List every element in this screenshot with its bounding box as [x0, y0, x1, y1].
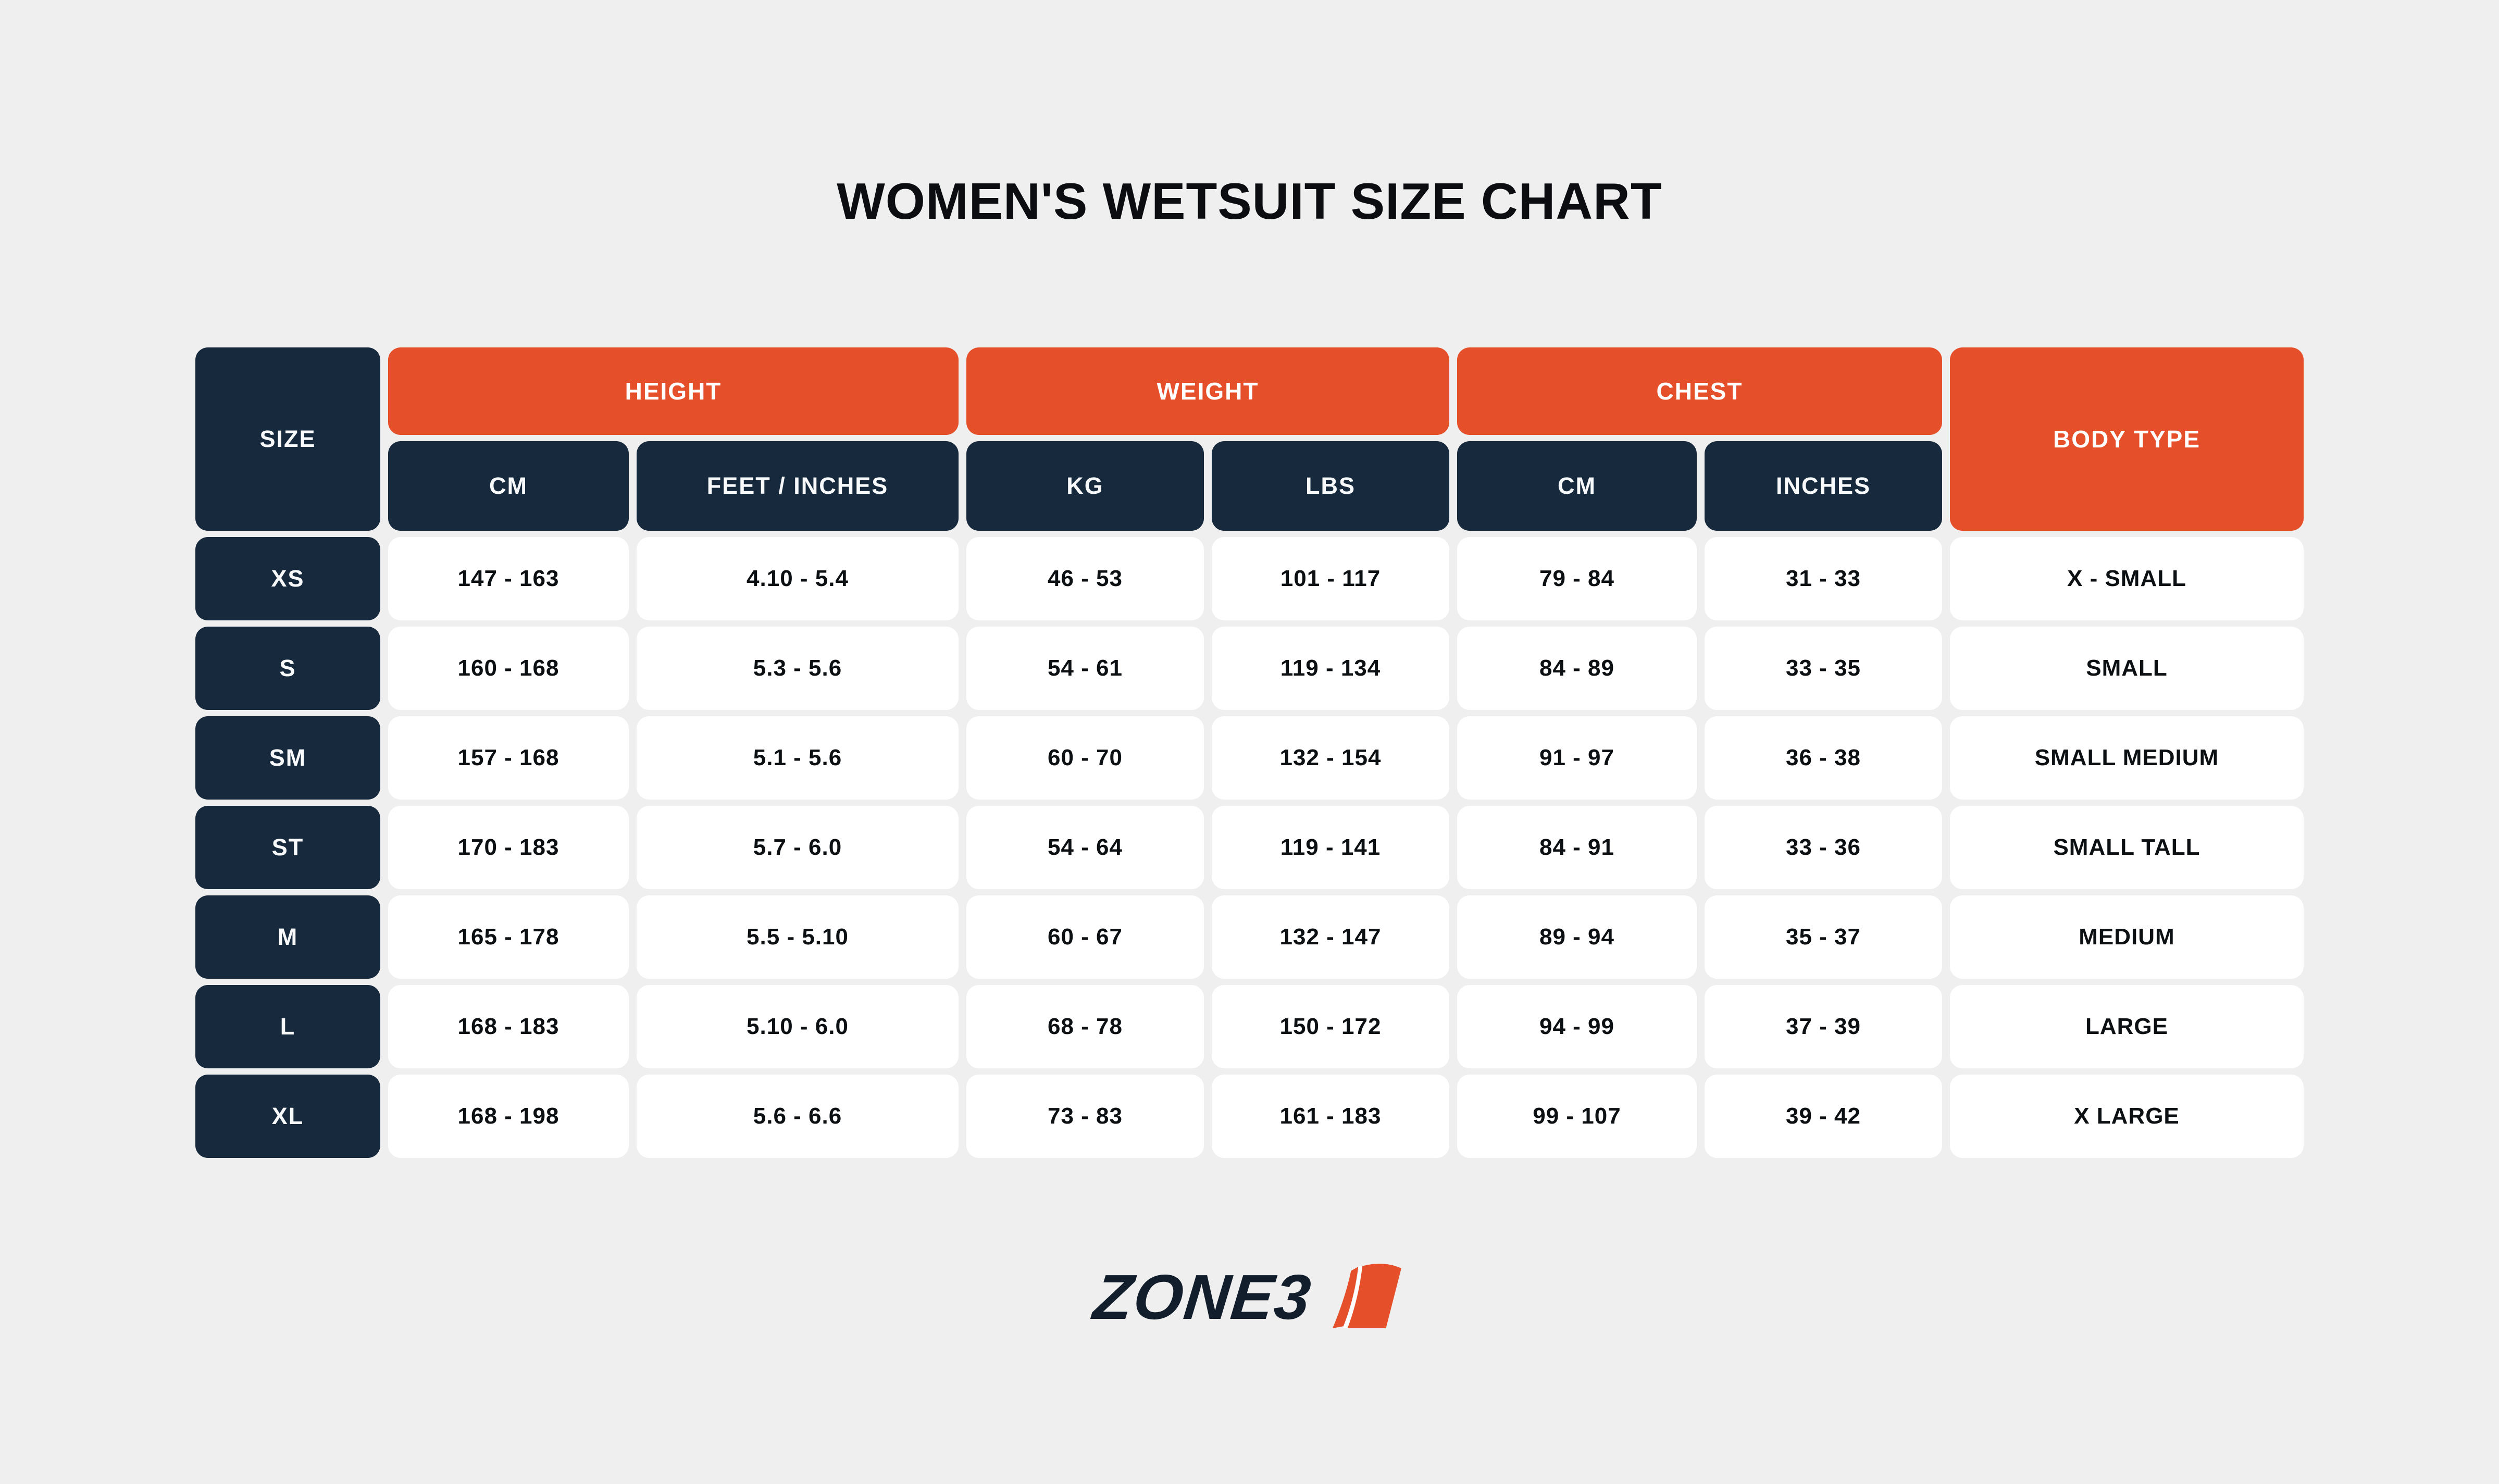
cell-m-height-cm: 165 - 178 [388, 895, 629, 979]
subheader-chest-inches: INCHES [1705, 441, 1942, 531]
cell-xs-height-ft: 4.10 - 5.4 [637, 537, 959, 620]
cell-xs-body-type: X - SMALL [1950, 537, 2304, 620]
cell-xs-weight-lbs: 101 - 117 [1212, 537, 1449, 620]
cell-m-chest-cm: 89 - 94 [1457, 895, 1697, 979]
cell-xl-weight-lbs: 161 - 183 [1212, 1075, 1449, 1158]
header-weight: WEIGHT [966, 347, 1449, 435]
cell-xl-height-cm: 168 - 198 [388, 1075, 629, 1158]
cell-xl-weight-kg: 73 - 83 [966, 1075, 1204, 1158]
size-badge-xs: XS [195, 537, 380, 620]
cell-m-weight-kg: 60 - 67 [966, 895, 1204, 979]
subheader-height-cm: CM [388, 441, 629, 531]
cell-m-height-ft: 5.5 - 5.10 [637, 895, 959, 979]
cell-xs-chest-cm: 79 - 84 [1457, 537, 1697, 620]
zone3-logo-text: ZONE3 [1090, 1262, 1315, 1332]
cell-l-weight-lbs: 150 - 172 [1212, 985, 1449, 1068]
cell-l-height-ft: 5.10 - 6.0 [637, 985, 959, 1068]
cell-s-weight-lbs: 119 - 134 [1212, 627, 1449, 710]
cell-st-height-ft: 5.7 - 6.0 [637, 806, 959, 889]
subheader-height-feet-inches: FEET / INCHES [637, 441, 959, 531]
cell-m-chest-in: 35 - 37 [1705, 895, 1942, 979]
cell-l-weight-kg: 68 - 78 [966, 985, 1204, 1068]
page-title: WOMEN'S WETSUIT SIZE CHART [837, 172, 1662, 230]
cell-m-weight-lbs: 132 - 147 [1212, 895, 1449, 979]
cell-xl-chest-in: 39 - 42 [1705, 1075, 1942, 1158]
header-body-type: BODY TYPE [1950, 347, 2304, 531]
size-chart-table: SIZE HEIGHT WEIGHT CHEST BODY TYPE CM FE… [195, 347, 2304, 1158]
cell-s-height-ft: 5.3 - 5.6 [637, 627, 959, 710]
cell-st-body-type: SMALL TALL [1950, 806, 2304, 889]
subheader-weight-lbs: LBS [1212, 441, 1449, 531]
subheader-weight-kg: KG [966, 441, 1204, 531]
cell-sm-height-cm: 157 - 168 [388, 716, 629, 800]
cell-sm-weight-lbs: 132 - 154 [1212, 716, 1449, 800]
cell-s-height-cm: 160 - 168 [388, 627, 629, 710]
header-height: HEIGHT [388, 347, 959, 435]
cell-s-body-type: SMALL [1950, 627, 2304, 710]
cell-xs-height-cm: 147 - 163 [388, 537, 629, 620]
cell-xl-body-type: X LARGE [1950, 1075, 2304, 1158]
size-badge-m: M [195, 895, 380, 979]
zone3-logo-icon [1332, 1264, 1401, 1329]
size-badge-st: ST [195, 806, 380, 889]
cell-l-height-cm: 168 - 183 [388, 985, 629, 1068]
cell-sm-height-ft: 5.1 - 5.6 [637, 716, 959, 800]
cell-xs-chest-in: 31 - 33 [1705, 537, 1942, 620]
cell-st-chest-cm: 84 - 91 [1457, 806, 1697, 889]
cell-m-body-type: MEDIUM [1950, 895, 2304, 979]
cell-s-weight-kg: 54 - 61 [966, 627, 1204, 710]
subheader-chest-cm: CM [1457, 441, 1697, 531]
zone3-logo: ZONE3 [0, 1261, 2499, 1333]
size-badge-l: L [195, 985, 380, 1068]
header-size: SIZE [195, 347, 380, 531]
cell-s-chest-cm: 84 - 89 [1457, 627, 1697, 710]
cell-s-chest-in: 33 - 35 [1705, 627, 1942, 710]
cell-sm-chest-cm: 91 - 97 [1457, 716, 1697, 800]
cell-xl-chest-cm: 99 - 107 [1457, 1075, 1697, 1158]
cell-xl-height-ft: 5.6 - 6.6 [637, 1075, 959, 1158]
size-badge-s: S [195, 627, 380, 710]
cell-st-height-cm: 170 - 183 [388, 806, 629, 889]
size-badge-xl: XL [195, 1075, 380, 1158]
size-badge-sm: SM [195, 716, 380, 800]
cell-l-chest-cm: 94 - 99 [1457, 985, 1697, 1068]
cell-st-weight-kg: 54 - 64 [966, 806, 1204, 889]
cell-st-chest-in: 33 - 36 [1705, 806, 1942, 889]
cell-sm-chest-in: 36 - 38 [1705, 716, 1942, 800]
cell-st-weight-lbs: 119 - 141 [1212, 806, 1449, 889]
cell-l-chest-in: 37 - 39 [1705, 985, 1942, 1068]
cell-sm-body-type: SMALL MEDIUM [1950, 716, 2304, 800]
cell-sm-weight-kg: 60 - 70 [966, 716, 1204, 800]
header-chest: CHEST [1457, 347, 1942, 435]
cell-xs-weight-kg: 46 - 53 [966, 537, 1204, 620]
cell-l-body-type: LARGE [1950, 985, 2304, 1068]
